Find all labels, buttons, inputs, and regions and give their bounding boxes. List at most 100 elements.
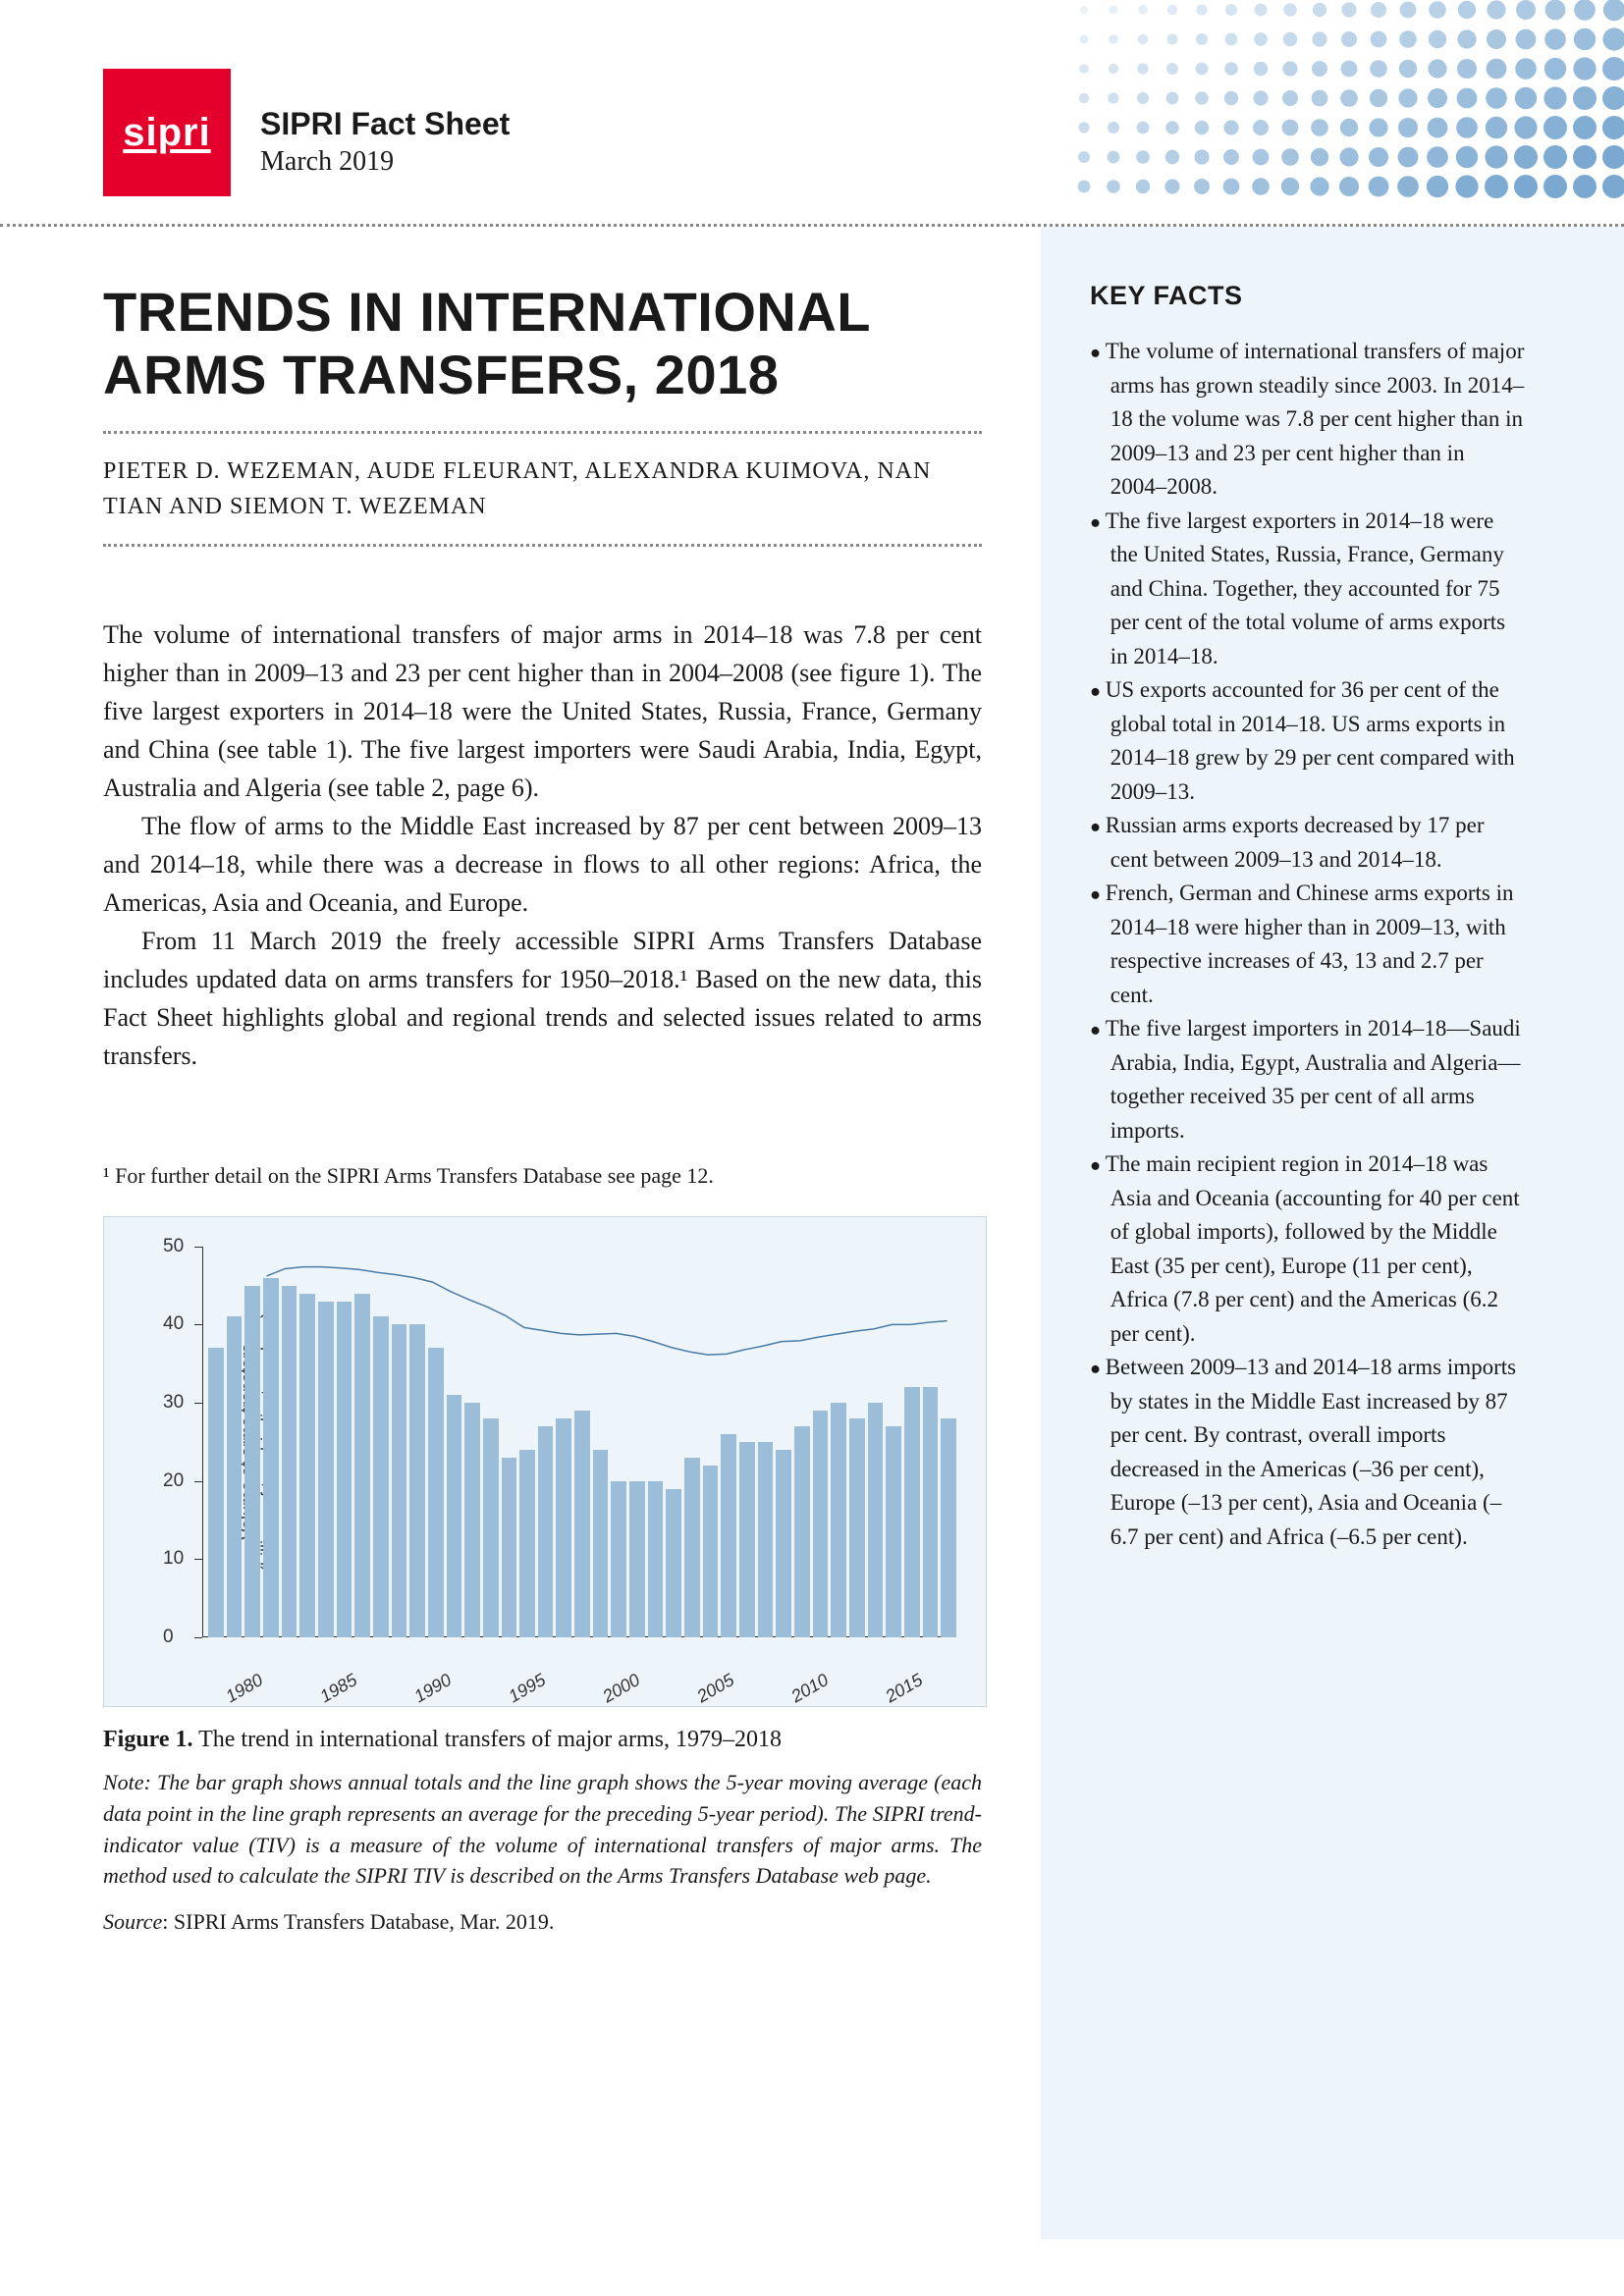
chart-bar <box>263 1278 279 1637</box>
main-column: TRENDS IN INTERNATIONAL ARMS TRANSFERS, … <box>0 227 1041 2239</box>
chart-bar <box>684 1458 700 1637</box>
chart-bars <box>202 1247 956 1637</box>
chart-bar <box>409 1324 425 1636</box>
key-fact-item: Between 2009–13 and 2014–18 arms imports… <box>1090 1351 1526 1554</box>
sipri-logo: sipri <box>103 69 231 196</box>
chart-bar <box>538 1426 554 1637</box>
y-tick: 10 <box>163 1548 184 1570</box>
figure-note-label: Note <box>103 1770 144 1794</box>
factsheet-date: March 2019 <box>260 146 510 178</box>
x-tick-label: 2015 <box>882 1670 926 1707</box>
chart-bar <box>556 1418 571 1637</box>
chart-bar <box>776 1450 791 1637</box>
key-facts-title: KEY FACTS <box>1090 281 1526 311</box>
divider-authors-top <box>103 431 982 434</box>
chart-bar <box>227 1316 243 1636</box>
figure-source-label: Source <box>103 1909 162 1934</box>
x-tick-label: 2005 <box>693 1670 737 1707</box>
chart-bar <box>813 1411 829 1637</box>
x-tick-label: 2000 <box>599 1670 643 1707</box>
page: sipri SIPRI Fact Sheet March 2019 TRENDS… <box>0 0 1624 2296</box>
chart-bar <box>629 1481 645 1637</box>
y-tick-mark <box>194 1403 202 1404</box>
para-3: From 11 March 2019 the freely accessible… <box>103 922 982 1075</box>
chart-bar <box>208 1348 224 1637</box>
key-facts-list: The volume of international transfers of… <box>1090 335 1526 1554</box>
y-tick: 30 <box>163 1392 184 1414</box>
chart-bar <box>428 1348 444 1637</box>
chart-bar <box>941 1418 956 1637</box>
y-tick-mark <box>194 1559 202 1560</box>
x-tick-label: 1995 <box>505 1670 549 1707</box>
key-fact-item: The five largest importers in 2014–18—Sa… <box>1090 1012 1526 1148</box>
chart-bar <box>299 1294 315 1637</box>
y-tick: 20 <box>163 1470 184 1492</box>
figure-caption-text: The trend in international transfers of … <box>193 1727 782 1752</box>
chart-bar <box>464 1403 480 1637</box>
body-text: The volume of international transfers of… <box>103 615 982 1075</box>
chart-bar <box>721 1434 736 1637</box>
logo-text: sipri <box>123 111 210 155</box>
para-1: The volume of international transfers of… <box>103 615 982 807</box>
chart-bar <box>337 1302 352 1637</box>
chart-bar <box>593 1450 609 1637</box>
figure-source: Source: SIPRI Arms Transfers Database, M… <box>103 1909 982 1935</box>
chart-bar <box>483 1418 499 1637</box>
chart-bar <box>502 1458 517 1637</box>
y-tick-mark <box>194 1324 202 1325</box>
x-tick-label: 1980 <box>222 1670 266 1707</box>
y-tick-mark <box>194 1247 202 1248</box>
figure-source-text: : SIPRI Arms Transfers Database, Mar. 20… <box>162 1909 554 1934</box>
x-tick-label: 1990 <box>410 1670 455 1707</box>
chart-bar <box>666 1489 681 1637</box>
key-fact-item: US exports accounted for 36 per cent of … <box>1090 673 1526 809</box>
y-tick: 0 <box>163 1627 174 1648</box>
content: TRENDS IN INTERNATIONAL ARMS TRANSFERS, … <box>0 227 1624 2239</box>
x-tick-label: 1985 <box>316 1670 360 1707</box>
factsheet-label: SIPRI Fact Sheet <box>260 106 510 142</box>
header-text: SIPRI Fact Sheet March 2019 <box>260 69 510 178</box>
chart-bar <box>703 1466 719 1637</box>
chart-bar <box>244 1286 260 1637</box>
decorative-dots <box>1074 0 1624 226</box>
chart: Volume of arms transfers(billions of tre… <box>103 1216 987 1707</box>
authors: PIETER D. WEZEMAN, AUDE FLEURANT, ALEXAN… <box>103 446 982 532</box>
chart-plot-area: Volume of arms transfers(billions of tre… <box>202 1247 956 1637</box>
key-fact-item: The five largest exporters in 2014–18 we… <box>1090 505 1526 674</box>
figure-note: Note: The bar graph shows annual totals … <box>103 1767 982 1893</box>
key-fact-item: The main recipient region in 2014–18 was… <box>1090 1148 1526 1351</box>
chart-bar <box>794 1426 810 1637</box>
chart-bar <box>519 1450 535 1637</box>
chart-bar <box>373 1316 389 1636</box>
chart-bar <box>354 1294 370 1637</box>
footnote: ¹ For further detail on the SIPRI Arms T… <box>103 1163 982 1189</box>
key-fact-item: French, German and Chinese arms exports … <box>1090 877 1526 1012</box>
chart-bar <box>849 1418 865 1637</box>
chart-bar <box>739 1442 755 1637</box>
figure-caption: Figure 1. The trend in international tra… <box>103 1727 982 1753</box>
sidebar: KEY FACTS The volume of international tr… <box>1041 227 1624 2239</box>
chart-bar <box>904 1387 920 1637</box>
figure-note-text: : The bar graph shows annual totals and … <box>103 1770 982 1889</box>
chart-bar <box>831 1403 846 1637</box>
chart-bar <box>758 1442 774 1637</box>
chart-bar <box>447 1395 462 1637</box>
x-tick-label: 2010 <box>787 1670 832 1707</box>
chart-bar <box>648 1481 664 1637</box>
key-fact-item: The volume of international transfers of… <box>1090 335 1526 505</box>
para-2: The flow of arms to the Middle East incr… <box>103 807 982 922</box>
chart-bar <box>282 1286 298 1637</box>
chart-bar <box>923 1387 939 1637</box>
y-tick: 40 <box>163 1313 184 1335</box>
chart-bar <box>868 1403 884 1637</box>
y-tick: 50 <box>163 1236 184 1257</box>
chart-bar <box>886 1426 901 1637</box>
y-tick-mark <box>194 1481 202 1482</box>
divider-authors-bottom <box>103 544 982 547</box>
chart-bar <box>392 1324 407 1636</box>
chart-bar <box>318 1302 334 1637</box>
key-fact-item: Russian arms exports decreased by 17 per… <box>1090 809 1526 877</box>
figure-label: Figure 1. <box>103 1727 193 1752</box>
chart-bar <box>574 1411 590 1637</box>
y-tick-mark <box>194 1637 202 1638</box>
